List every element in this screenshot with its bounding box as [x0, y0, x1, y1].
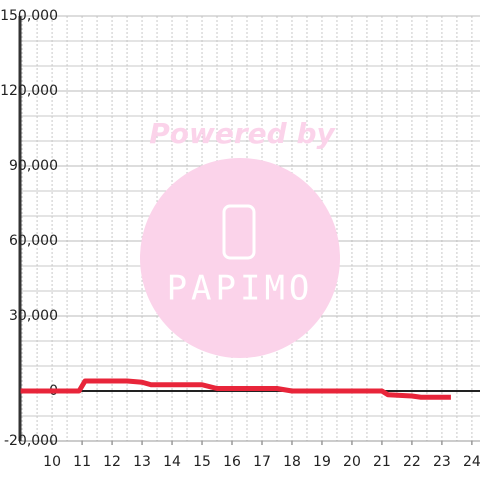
x-tick-label: 21	[373, 454, 391, 470]
x-tick-label: 22	[403, 454, 421, 470]
x-tick-label: 16	[223, 454, 241, 470]
x-tick-label: 10	[43, 454, 61, 470]
watermark-text: Powered by	[149, 117, 336, 150]
x-tick-label: 20	[343, 454, 361, 470]
x-tick-label: 24	[463, 454, 480, 470]
watermark-logo: PAPIMO	[167, 269, 314, 309]
y-tick-label: 150,000	[0, 8, 58, 24]
y-tick-label: 120,000	[0, 83, 58, 99]
x-tick-label: 15	[193, 454, 211, 470]
x-tick-label: 14	[163, 454, 181, 470]
x-tick-label: 18	[283, 454, 301, 470]
x-tick-label: 12	[103, 454, 121, 470]
y-tick-label: 90,000	[9, 158, 58, 174]
y-tick-label: 60,000	[9, 233, 58, 249]
watermark-phone	[222, 204, 256, 260]
y-tick-label: 30,000	[9, 308, 58, 324]
x-tick-label: 19	[313, 454, 331, 470]
y-tick-label: -20,000	[4, 433, 58, 449]
data-line	[20, 378, 451, 400]
x-tick-label: 17	[253, 454, 271, 470]
watermark: Powered by PAPIMO	[140, 117, 340, 358]
x-tick-label: 11	[73, 454, 91, 470]
x-tick-label: 13	[133, 454, 151, 470]
x-tick-label: 23	[433, 454, 451, 470]
